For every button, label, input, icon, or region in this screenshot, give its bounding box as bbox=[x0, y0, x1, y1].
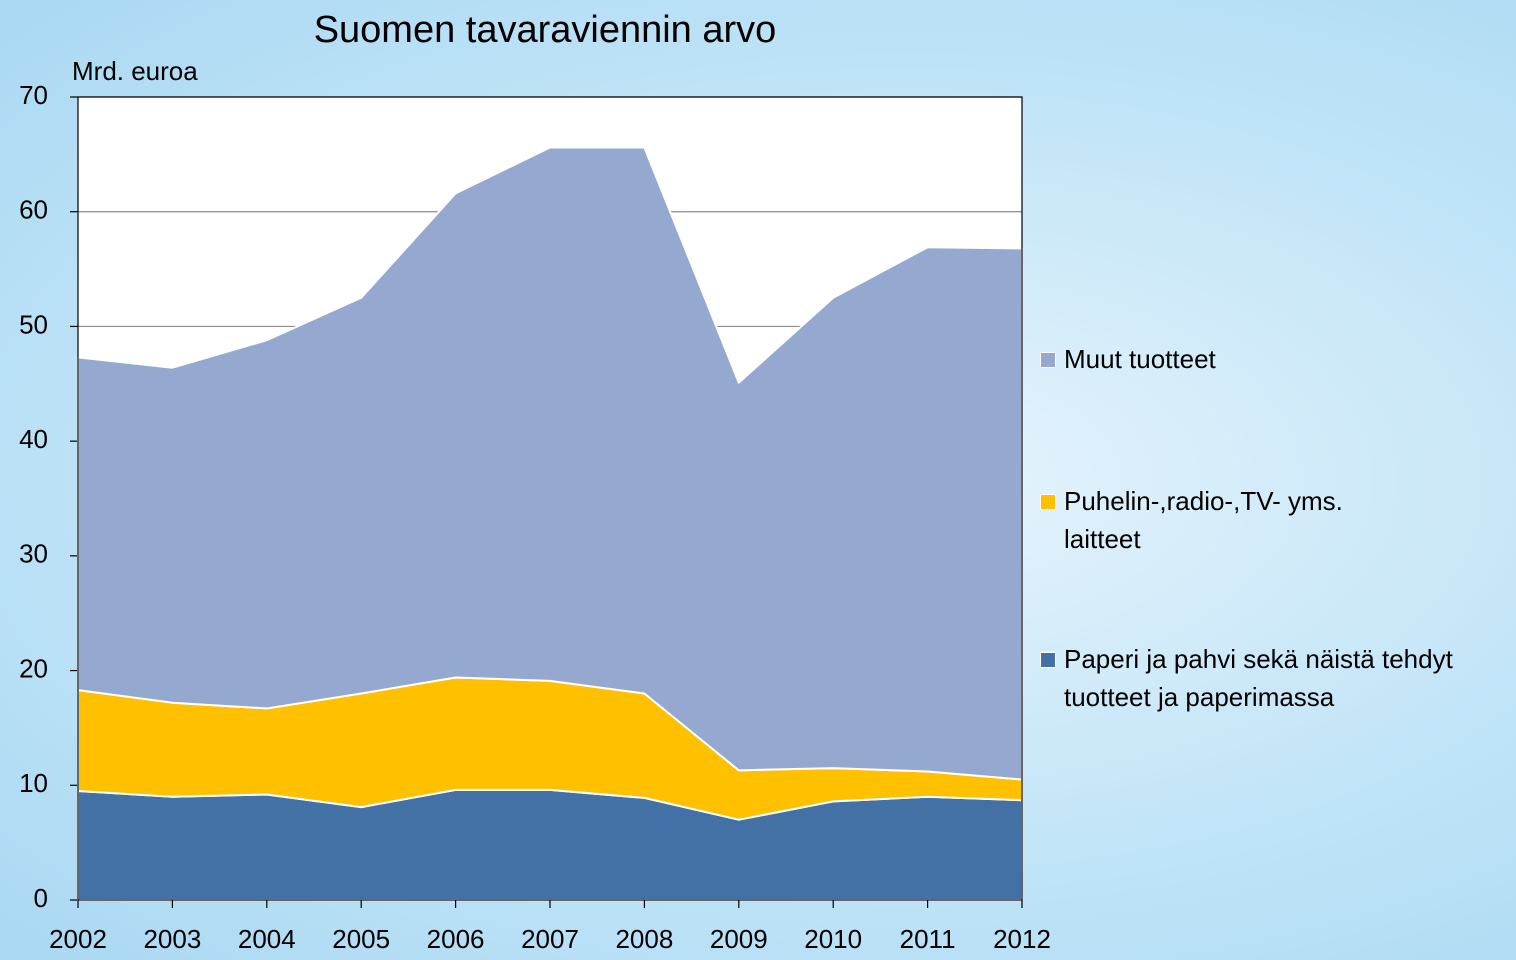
y-tick-label: 40 bbox=[19, 424, 48, 454]
y-tick-label: 20 bbox=[19, 653, 48, 683]
legend-label: Puhelin-,radio-,TV- yms. laitteet bbox=[1064, 486, 1343, 554]
x-tick-label: 2006 bbox=[427, 924, 485, 954]
x-tick-label: 2011 bbox=[900, 924, 956, 954]
legend-swatch bbox=[1040, 494, 1056, 510]
x-tick-label: 2007 bbox=[521, 924, 579, 954]
y-tick-label: 50 bbox=[19, 309, 48, 339]
area bbox=[77, 788, 1023, 901]
x-tick-label: 2002 bbox=[49, 924, 107, 954]
legend-item: Paperi ja pahvi sekä näistä tehdyt tuott… bbox=[1040, 640, 1504, 716]
x-tick-label: 2012 bbox=[993, 924, 1051, 954]
y-tick-label: 10 bbox=[19, 768, 48, 798]
y-axis-label: Mrd. euroa bbox=[72, 56, 198, 86]
legend-item: Puhelin-,radio-,TV- yms. laitteet bbox=[1040, 482, 1364, 558]
legend-swatch bbox=[1040, 352, 1056, 368]
x-tick-label: 2010 bbox=[804, 924, 862, 954]
legend-item: Muut tuotteet bbox=[1040, 340, 1504, 378]
y-tick-label: 60 bbox=[19, 195, 48, 225]
legend-label: Muut tuotteet bbox=[1064, 344, 1216, 374]
chart-title: Suomen tavaraviennin arvo bbox=[314, 9, 777, 51]
legend-swatch bbox=[1040, 652, 1056, 668]
x-tick-label: 2009 bbox=[710, 924, 768, 954]
y-tick-label: 70 bbox=[19, 80, 48, 110]
x-tick-label: 2005 bbox=[332, 924, 390, 954]
y-tick-label: 30 bbox=[19, 539, 48, 569]
x-tick-label: 2008 bbox=[615, 924, 673, 954]
x-tick-label: 2004 bbox=[238, 924, 296, 954]
y-tick-label: 0 bbox=[34, 883, 48, 913]
x-tick-label: 2003 bbox=[143, 924, 201, 954]
legend-label: Paperi ja pahvi sekä näistä tehdyt tuott… bbox=[1064, 644, 1453, 712]
